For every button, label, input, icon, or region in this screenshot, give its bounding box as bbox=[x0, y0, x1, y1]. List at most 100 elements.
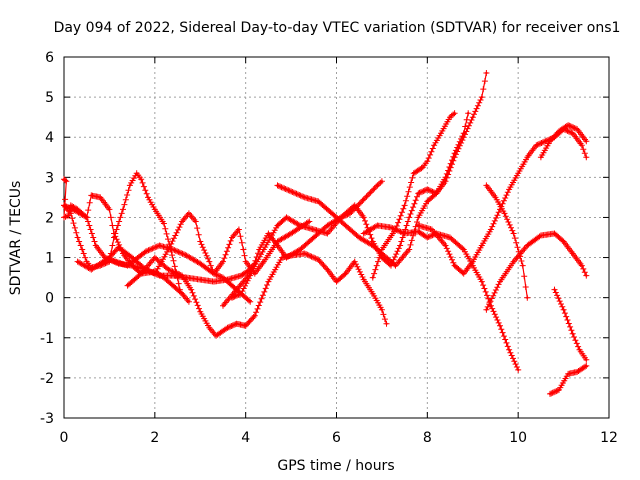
data-point bbox=[276, 224, 279, 227]
data-point bbox=[566, 124, 570, 127]
y-tick-label: 5 bbox=[45, 90, 54, 106]
data-point bbox=[462, 272, 465, 275]
data-point bbox=[444, 244, 447, 247]
data-point bbox=[385, 322, 388, 325]
data-point bbox=[471, 116, 474, 119]
data-point bbox=[108, 208, 111, 211]
data-point bbox=[432, 144, 436, 147]
data-point bbox=[403, 232, 406, 235]
series-trace-m bbox=[483, 182, 531, 301]
x-tick-label: 6 bbox=[332, 430, 341, 446]
data-point bbox=[578, 348, 581, 351]
data-point bbox=[317, 200, 320, 203]
data-point bbox=[417, 230, 420, 233]
series-trace-c bbox=[61, 202, 258, 285]
data-point bbox=[153, 256, 156, 259]
x-tick-label: 4 bbox=[241, 430, 250, 446]
y-tick-label: -1 bbox=[40, 331, 54, 347]
data-point bbox=[312, 236, 315, 239]
x-tick-label: 10 bbox=[509, 430, 527, 446]
data-point bbox=[212, 280, 216, 283]
data-point bbox=[557, 130, 561, 133]
data-point bbox=[221, 304, 225, 307]
data-point bbox=[237, 228, 241, 231]
data-point bbox=[199, 240, 202, 243]
data-point bbox=[126, 264, 129, 267]
data-point bbox=[128, 184, 132, 187]
series-markers bbox=[415, 126, 590, 277]
x-tick-label: 2 bbox=[150, 430, 159, 446]
series-trace-e bbox=[124, 250, 390, 339]
data-point bbox=[190, 288, 193, 291]
data-point bbox=[566, 372, 570, 376]
data-point bbox=[562, 308, 565, 311]
data-point bbox=[526, 244, 529, 247]
data-point bbox=[180, 220, 184, 223]
data-point bbox=[462, 248, 465, 251]
data-point bbox=[117, 246, 120, 249]
data-point bbox=[214, 334, 218, 337]
data-point bbox=[289, 232, 293, 235]
data-point bbox=[453, 112, 456, 115]
data-point bbox=[180, 274, 184, 277]
data-point bbox=[485, 184, 488, 187]
data-point bbox=[517, 368, 520, 372]
data-point bbox=[258, 248, 261, 251]
data-point bbox=[187, 212, 191, 215]
data-point bbox=[426, 188, 429, 191]
data-point bbox=[276, 184, 279, 187]
data-point bbox=[208, 326, 211, 329]
data-point bbox=[507, 188, 511, 191]
data-point bbox=[417, 192, 420, 195]
data-point bbox=[276, 244, 279, 247]
data-point bbox=[562, 240, 565, 243]
data-point bbox=[467, 112, 470, 115]
data-point bbox=[85, 260, 88, 263]
data-point bbox=[371, 276, 374, 279]
data-point bbox=[312, 228, 315, 231]
data-point bbox=[208, 260, 211, 263]
data-point bbox=[380, 180, 384, 183]
data-point bbox=[398, 244, 402, 247]
data-point bbox=[553, 232, 556, 235]
data-point bbox=[494, 196, 497, 199]
data-point bbox=[371, 292, 374, 295]
y-tick-label: 6 bbox=[45, 50, 54, 66]
data-point bbox=[267, 232, 270, 235]
data-point bbox=[158, 274, 161, 277]
y-tick-label: 0 bbox=[45, 291, 54, 307]
chart-title: Day 094 of 2022, Sidereal Day-to-day VTE… bbox=[54, 20, 621, 36]
y-tick-label: 4 bbox=[45, 130, 54, 146]
data-point bbox=[162, 222, 166, 225]
data-point bbox=[489, 228, 493, 231]
data-point bbox=[362, 278, 365, 281]
data-point bbox=[480, 244, 483, 247]
data-point bbox=[371, 240, 374, 243]
data-point bbox=[171, 284, 175, 287]
data-point bbox=[535, 144, 538, 147]
data-point bbox=[62, 216, 66, 219]
data-point bbox=[344, 272, 347, 275]
data-point bbox=[553, 288, 556, 291]
data-point bbox=[412, 172, 415, 175]
x-tick-label: 0 bbox=[60, 430, 69, 446]
data-point bbox=[90, 194, 93, 197]
y-tick-label: 2 bbox=[45, 210, 54, 226]
data-point bbox=[244, 324, 247, 327]
y-tick-label: -3 bbox=[40, 411, 54, 427]
data-point bbox=[299, 248, 302, 251]
data-point bbox=[303, 252, 306, 255]
data-point bbox=[585, 156, 588, 159]
data-point bbox=[121, 208, 125, 211]
series-trace-i bbox=[274, 110, 472, 269]
data-point bbox=[548, 392, 552, 396]
data-point bbox=[526, 156, 529, 159]
data-point bbox=[417, 216, 420, 219]
data-point bbox=[426, 160, 429, 163]
data-point bbox=[376, 184, 379, 187]
data-point bbox=[167, 268, 170, 271]
data-point bbox=[498, 280, 502, 283]
data-point bbox=[253, 314, 256, 317]
data-point bbox=[178, 288, 181, 291]
data-point bbox=[453, 152, 456, 155]
